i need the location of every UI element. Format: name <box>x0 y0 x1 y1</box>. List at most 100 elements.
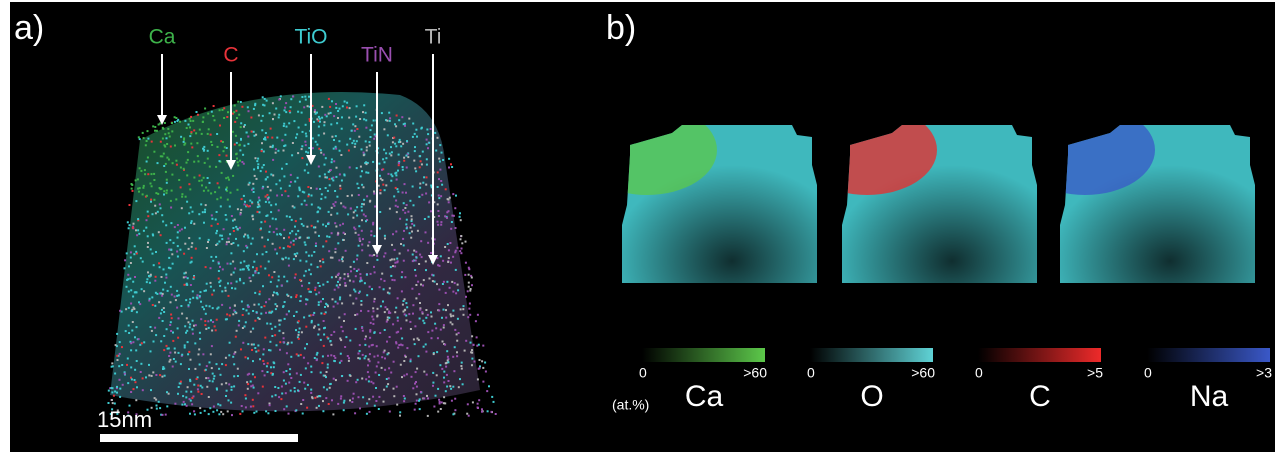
atom <box>265 251 268 253</box>
atom <box>272 361 275 364</box>
atom <box>200 203 203 206</box>
atom <box>364 162 367 165</box>
atom <box>356 182 359 185</box>
atom <box>205 247 208 249</box>
map-highlight <box>1060 125 1155 195</box>
atom <box>288 381 291 384</box>
atom <box>291 142 294 144</box>
atom <box>444 246 447 248</box>
atom <box>301 96 304 98</box>
atom <box>220 234 223 237</box>
atom <box>348 166 351 169</box>
atom <box>460 247 463 250</box>
atom <box>387 352 390 355</box>
atom <box>324 196 327 199</box>
atom <box>415 284 418 286</box>
atom <box>317 119 320 122</box>
atom <box>431 280 434 283</box>
atom <box>368 398 371 401</box>
atom <box>388 287 391 290</box>
atom <box>148 299 151 302</box>
atom <box>157 123 160 126</box>
atom <box>132 225 135 228</box>
atom <box>264 267 267 270</box>
atom <box>271 136 274 139</box>
atom <box>274 394 277 397</box>
atom <box>380 112 383 115</box>
atom <box>193 410 196 413</box>
atom <box>411 287 414 290</box>
atom <box>404 211 407 214</box>
atom <box>145 281 148 284</box>
atom <box>134 179 137 182</box>
atom <box>352 139 355 142</box>
atom <box>322 386 325 389</box>
atom <box>121 346 123 349</box>
atom <box>331 256 334 259</box>
atom <box>285 405 288 408</box>
atom <box>395 211 398 214</box>
atom <box>263 305 266 308</box>
atom <box>468 302 471 305</box>
atom <box>326 280 329 283</box>
atom <box>383 255 386 258</box>
atom <box>195 132 198 135</box>
atom <box>443 381 446 384</box>
atom <box>430 184 433 187</box>
atom <box>423 176 426 179</box>
atom <box>329 169 332 171</box>
atom <box>297 195 300 198</box>
atom <box>265 301 267 304</box>
atom <box>163 144 166 147</box>
atom <box>306 236 309 239</box>
atom <box>366 371 369 374</box>
atom <box>265 410 268 413</box>
atom <box>140 169 143 172</box>
atom <box>390 173 393 176</box>
atom <box>211 144 214 146</box>
atom <box>395 171 398 174</box>
atom <box>402 123 405 126</box>
atom <box>194 247 197 250</box>
atom <box>445 365 448 368</box>
atom <box>259 170 262 173</box>
atom <box>183 168 185 171</box>
atom <box>323 121 326 124</box>
atom <box>168 248 171 251</box>
atom <box>210 345 213 348</box>
atom <box>303 199 306 202</box>
atom <box>368 254 371 257</box>
atom <box>263 245 266 248</box>
atom <box>177 118 180 121</box>
atom <box>366 262 369 264</box>
atom <box>200 393 203 395</box>
atom <box>160 276 163 278</box>
atom <box>390 154 393 157</box>
atom <box>189 323 192 326</box>
atom <box>175 159 178 162</box>
atom <box>261 96 264 99</box>
atom <box>262 348 265 351</box>
atom <box>402 142 405 145</box>
atom <box>181 195 184 198</box>
atom <box>395 331 398 334</box>
atom <box>336 195 339 198</box>
atom <box>188 117 191 120</box>
atom <box>339 224 342 227</box>
atom <box>199 384 202 387</box>
atom <box>146 156 149 159</box>
atom <box>405 218 408 221</box>
atom <box>230 252 233 255</box>
atom <box>130 349 133 352</box>
atom <box>393 136 396 139</box>
atom <box>268 201 271 204</box>
atom <box>152 371 155 374</box>
atom <box>333 360 336 363</box>
atom <box>208 305 211 308</box>
atom <box>336 273 339 276</box>
atom <box>255 269 258 272</box>
atom <box>170 248 173 251</box>
atom <box>140 342 143 345</box>
atom <box>456 283 459 286</box>
atom <box>305 150 308 153</box>
